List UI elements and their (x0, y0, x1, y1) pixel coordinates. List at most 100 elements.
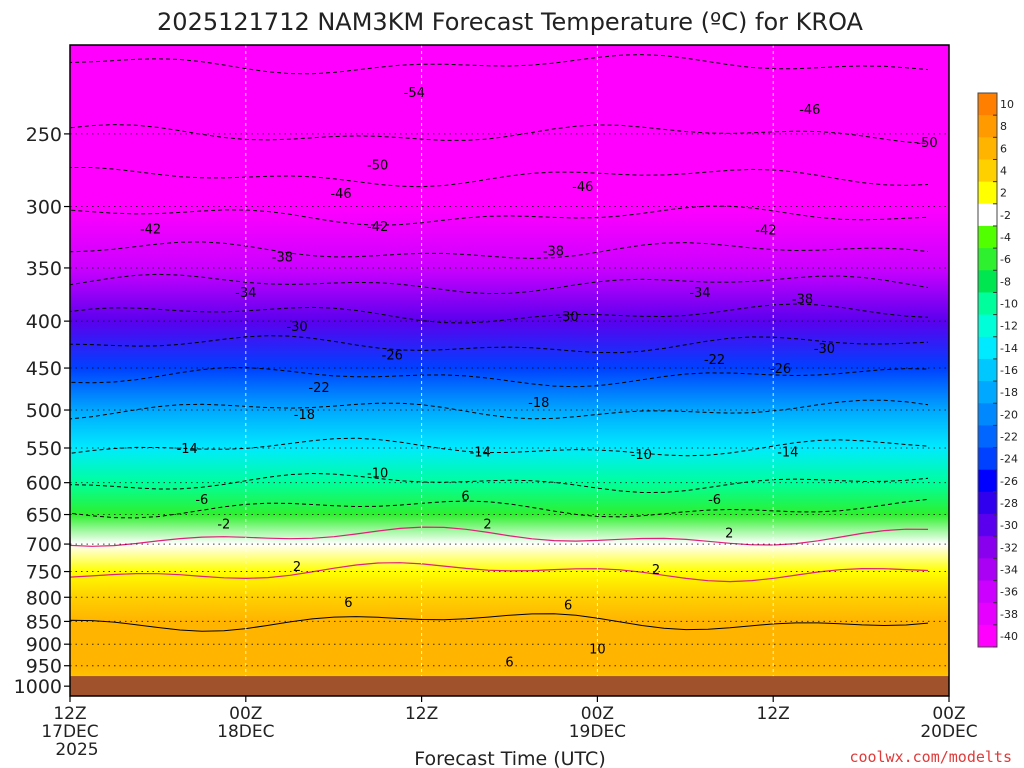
svg-text:-26: -26 (770, 362, 791, 377)
svg-text:2: 2 (725, 527, 733, 542)
y-tick-label: 500 (26, 400, 62, 422)
contour-label: 10 (589, 643, 606, 658)
y-tick-label: 900 (26, 634, 62, 656)
colorbar-label: -10 (1000, 298, 1018, 311)
isotherm--54 (70, 54, 929, 75)
temperature-field (70, 45, 949, 696)
contour-label: 6 (461, 490, 469, 505)
y-tick-label: 850 (26, 611, 62, 633)
svg-text:-2: -2 (217, 518, 230, 533)
svg-text:10: 10 (589, 643, 606, 658)
svg-text:-38: -38 (792, 293, 813, 308)
svg-text:-10: -10 (367, 467, 388, 482)
svg-text:6: 6 (461, 490, 469, 505)
colorbar-label: -30 (1000, 519, 1018, 532)
svg-text:2: 2 (652, 563, 660, 578)
contour-label: -26 (382, 349, 403, 364)
x-tick-label: 19DEC (569, 722, 626, 742)
colorbar-swatch (978, 248, 997, 271)
colorbar-label: 6 (1000, 142, 1007, 155)
svg-text:-6: -6 (195, 493, 208, 508)
svg-text:-38: -38 (272, 250, 293, 265)
svg-text:-26: -26 (382, 349, 403, 364)
svg-text:-42: -42 (367, 220, 388, 235)
contour-label: -42 (367, 220, 388, 235)
contour-label: 6 (564, 599, 572, 614)
svg-text:-30: -30 (814, 342, 835, 357)
isotherm--30 (70, 303, 929, 324)
svg-text:-30: -30 (557, 310, 578, 325)
svg-text:-50: -50 (916, 136, 937, 151)
y-tick-label: 350 (26, 258, 62, 280)
isotherm--46 (70, 167, 929, 188)
colorbar-swatch (978, 514, 997, 537)
isotherm-6 (70, 613, 929, 632)
x-tick-label: 12Z (53, 704, 86, 724)
isotherm--18 (70, 399, 929, 420)
x-tick-label: 2025 (55, 740, 98, 760)
colorbar-label: -8 (1000, 275, 1011, 288)
svg-text:-46: -46 (572, 180, 593, 195)
y-tick-label: 550 (26, 438, 62, 460)
contour-label: -6 (195, 493, 208, 508)
contour-label: -46 (572, 180, 593, 195)
contour-label: -50 (367, 159, 388, 174)
colorbar-label: -4 (1000, 231, 1011, 244)
terrain-block (70, 676, 949, 696)
svg-text:-38: -38 (543, 244, 564, 259)
svg-text:6: 6 (505, 656, 513, 671)
colorbar-label: -26 (1000, 475, 1018, 488)
contour-label: 6 (344, 596, 352, 611)
x-tick-label: 00Z (581, 704, 614, 724)
svg-text:6: 6 (344, 596, 352, 611)
colorbar-label: -34 (1000, 563, 1018, 576)
colorbar-swatch (978, 425, 997, 449)
grid-lines (70, 45, 949, 696)
colorbar-label: -18 (1000, 386, 1018, 399)
contour-label: -14 (470, 446, 491, 461)
isotherms (70, 54, 929, 632)
svg-text:-18: -18 (528, 396, 549, 411)
svg-text:-14: -14 (177, 442, 198, 457)
contour-label: -22 (308, 381, 329, 396)
svg-text:-34: -34 (235, 286, 256, 301)
svg-text:-46: -46 (330, 187, 351, 202)
colorbar-swatch (978, 314, 997, 338)
colorbar-label: -12 (1000, 320, 1018, 333)
colorbar-label: 2 (1000, 187, 1007, 200)
y-tick-label: 300 (26, 197, 62, 219)
contour-label: -22 (704, 353, 725, 368)
svg-text:2: 2 (483, 518, 491, 533)
colorbar-swatch (978, 447, 997, 471)
svg-text:-10: -10 (631, 448, 652, 463)
colorbar-swatch (978, 381, 997, 404)
y-tick-label: 400 (26, 311, 62, 333)
y-tick-label: 700 (26, 534, 62, 556)
colorbar-label: -32 (1000, 541, 1018, 554)
plot-area (70, 45, 949, 696)
colorbar-label: -24 (1000, 453, 1018, 466)
y-tick-label: 250 (26, 124, 62, 146)
contour-label: -10 (631, 448, 652, 463)
colorbar-label: -36 (1000, 586, 1018, 599)
y-axis: 2503003504004505005506006507007508008509… (14, 124, 70, 698)
svg-text:-42: -42 (140, 222, 161, 237)
y-tick-label: 950 (26, 656, 62, 678)
contour-label: 2 (293, 560, 301, 575)
svg-text:-54: -54 (404, 86, 425, 101)
colorbar-label: -40 (1000, 630, 1018, 643)
colorbar-swatch (978, 558, 997, 582)
colorbar-label: 4 (1000, 165, 1007, 178)
colorbar-swatch (978, 270, 997, 293)
x-tick-label: 18DEC (217, 722, 274, 742)
svg-text:-30: -30 (286, 320, 307, 335)
contour-label: -6 (708, 493, 721, 508)
colorbar-swatch (978, 292, 997, 316)
colorbar-label: -28 (1000, 497, 1018, 510)
colorbar-swatch (978, 624, 997, 648)
svg-text:-18: -18 (294, 408, 315, 423)
contour-label: -18 (528, 396, 549, 411)
colorbar-swatch (978, 93, 997, 116)
contour-label: -50 (916, 136, 937, 151)
